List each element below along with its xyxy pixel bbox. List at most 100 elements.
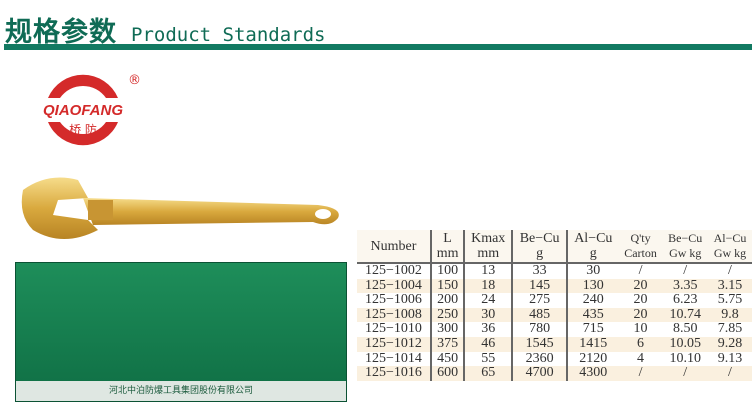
table-cell: 125−1016 — [357, 366, 432, 381]
qiaofang-logo: QIAOFANG 桥 防 ® — [43, 73, 141, 146]
table-row: 125−1010 300 36 780 715 10 8.50 7.85 — [357, 322, 752, 337]
table-row: 125−1002 100 13 33 30 / / / — [357, 263, 752, 279]
table-cell: 4300 — [566, 366, 619, 381]
column-header: Al−Cu Gw kg — [708, 230, 752, 264]
table-cell: 130 — [566, 278, 619, 294]
table-cell: / — [618, 366, 663, 381]
table-cell: 715 — [582, 321, 604, 337]
table-cell: 125−1004 — [357, 278, 432, 294]
header-unit: Gw kg — [669, 246, 702, 260]
table-cell: 20 — [618, 307, 663, 323]
table-cell: 125−1002 — [357, 263, 432, 279]
table-cell: 2120 — [579, 350, 608, 366]
table-cell: 33 — [512, 263, 568, 279]
table-cell: 300 — [430, 322, 466, 337]
table-cell: 9.8 — [708, 307, 752, 323]
table-cell: 4700 — [512, 366, 568, 381]
wrench-image — [21, 177, 339, 239]
table-cell: 375 — [430, 336, 466, 352]
table-cell: 6 — [618, 336, 663, 352]
header-label: Al−Cu — [713, 231, 747, 245]
page-header: 规格参数 Product Standards — [5, 10, 325, 49]
table-cell: 1415 — [566, 336, 619, 352]
table-cell: 5.75 — [717, 292, 743, 308]
table-cell: 240 — [582, 292, 604, 308]
table-cell: 6.23 — [672, 292, 698, 308]
table-row: 125−1004 150 18 145 130 20 3.35 3.15 — [357, 278, 752, 294]
column-header: Be−Cu Gw kg — [662, 230, 708, 264]
table-cell: 10.74 — [662, 307, 708, 323]
header-label: Be−Cu — [519, 231, 560, 246]
svg-text:®: ® — [128, 73, 141, 88]
table-cell: 10 — [633, 321, 648, 337]
header-unit: Carton — [624, 246, 657, 260]
table-cell: / — [662, 366, 708, 381]
table-cell: 9.28 — [708, 336, 752, 352]
table-cell: 55 — [464, 351, 514, 367]
title-en: Product Standards — [131, 24, 326, 46]
header-label: Number — [370, 238, 417, 254]
column-header: Be−Cu g — [512, 230, 568, 264]
column-header: Q'ty Carton — [618, 230, 663, 264]
table-cell: 10.10 — [669, 350, 701, 366]
column-header: Kmax mm — [464, 230, 514, 264]
header-unit: mm — [436, 246, 459, 261]
table-cell: / — [708, 366, 752, 381]
header-label: Kmax — [471, 231, 506, 246]
title-cn: 规格参数 — [5, 17, 117, 48]
table-cell: 3.15 — [708, 278, 752, 294]
table-cell: 435 — [566, 307, 619, 323]
header-unit: mm — [477, 246, 500, 261]
table-row: 125−1008 250 30 485 435 20 10.74 9.8 — [357, 307, 752, 323]
table-cell: 2360 — [512, 351, 568, 367]
table-cell: 10.05 — [662, 336, 708, 352]
table-cell: 3.35 — [662, 278, 708, 294]
table-cell: 1545 — [512, 336, 568, 352]
table-row: 125−1016 600 65 4700 4300// / — [357, 366, 752, 381]
table-cell: 150 — [430, 278, 466, 294]
header-unit: g — [536, 246, 544, 261]
table-cell: / — [638, 263, 643, 278]
table-cell: 36 — [464, 322, 514, 337]
table-row: 125−1006 200 24 275 240 20 6.23 5.75 — [357, 293, 752, 308]
table-cell: 7.85 — [717, 321, 743, 337]
table-cell: 65 — [464, 366, 514, 381]
table-row: 125−1014 450 55 2360 2120 4 10.10 9.13 — [357, 350, 752, 367]
table-cell: 275 — [512, 293, 568, 308]
table-cell: 125−1006 — [357, 293, 432, 308]
header-divider — [4, 44, 752, 50]
table-cell: / — [728, 263, 732, 278]
table-cell: / — [683, 263, 688, 278]
table-cell: 125−1012 — [357, 336, 432, 352]
table-cell: 4 — [637, 350, 645, 366]
table-cell: 485 — [512, 307, 568, 323]
table-cell: 780 — [512, 322, 568, 337]
table-cell: 100 — [430, 263, 466, 279]
package-company: 河北中泊防爆工具集团股份有限公司 — [16, 381, 346, 401]
table-cell: 9.13 — [717, 350, 743, 366]
table-cell: 20 — [618, 278, 663, 294]
header-label: Be−Cu — [668, 231, 703, 245]
table-cell: 125−1014 — [357, 351, 432, 367]
table-cell: 145 — [512, 278, 568, 294]
table-cell: 30 — [586, 263, 601, 278]
table-cell: 13 — [464, 263, 514, 279]
table-cell: 250 — [430, 307, 466, 323]
table-cell: 20 — [633, 292, 648, 308]
table-cell: 200 — [430, 293, 466, 308]
table-cell: 24 — [464, 293, 514, 308]
table-cell: 125−1010 — [357, 322, 432, 337]
package-box-image: 河北中泊防爆工具集团股份有限公司 — [15, 262, 347, 402]
header-unit: g — [589, 246, 597, 261]
header-label: Q'ty — [630, 231, 651, 245]
column-header: Al−Cu g — [566, 230, 619, 264]
svg-text:桥 防: 桥 防 — [69, 122, 97, 137]
table-cell: 8.50 — [672, 321, 698, 337]
table-row: 125−1012 375 46 1545 1415 6 10.05 9.28 — [357, 336, 752, 352]
logo-text: QIAOFANG — [43, 102, 123, 119]
table-cell: 46 — [464, 336, 514, 352]
table-cell: 125−1008 — [357, 307, 432, 323]
column-header: Number — [357, 230, 432, 264]
